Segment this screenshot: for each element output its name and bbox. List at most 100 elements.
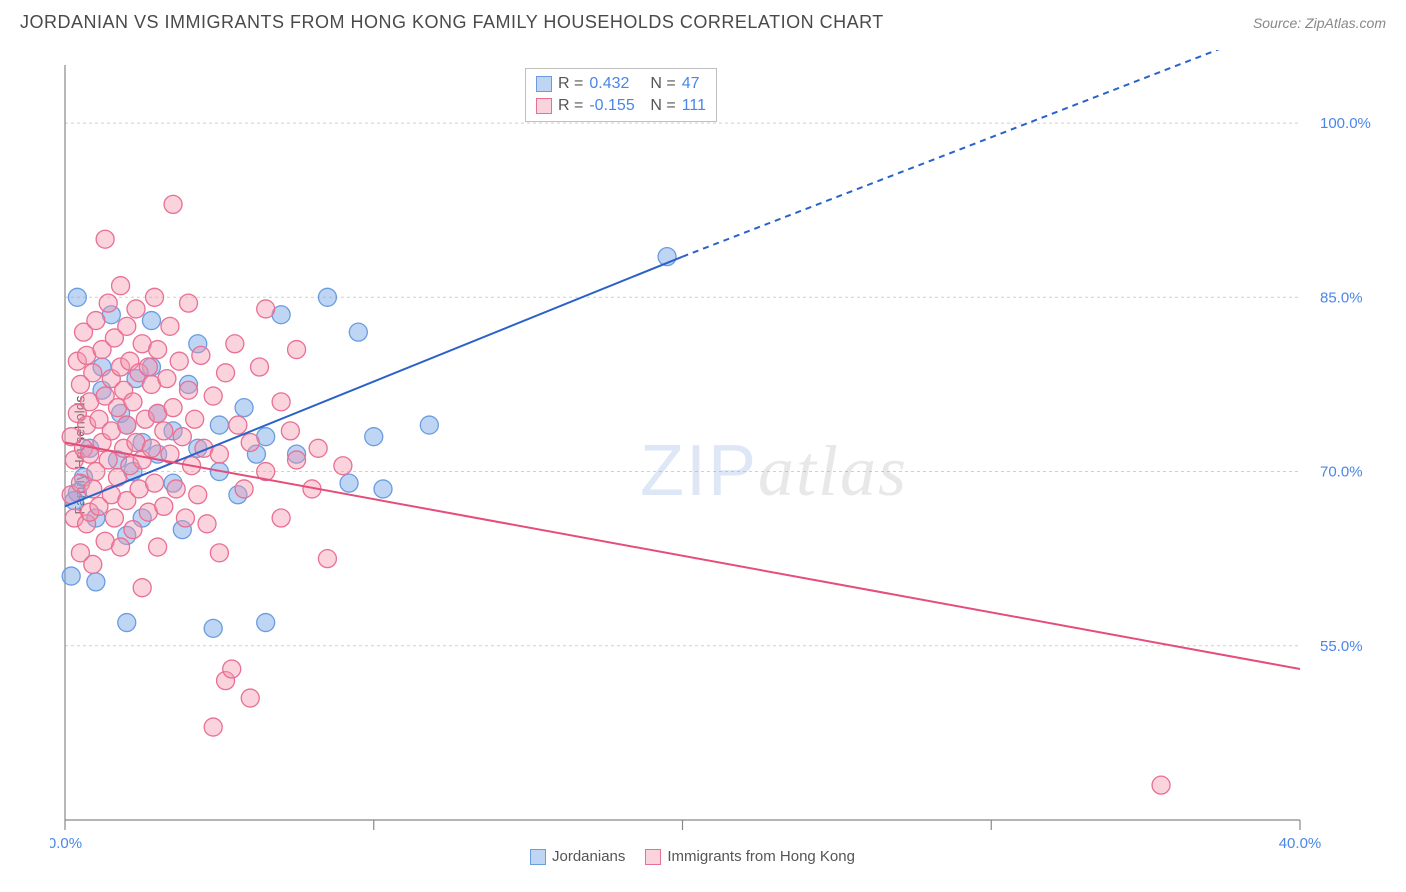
scatter-point — [96, 230, 114, 248]
legend-swatch — [530, 849, 546, 865]
legend-n-value: 47 — [682, 73, 700, 95]
series-legend-item: Immigrants from Hong Kong — [645, 848, 855, 865]
scatter-point — [142, 439, 160, 457]
scatter-point — [68, 288, 86, 306]
scatter-point — [161, 317, 179, 335]
scatter-point — [318, 550, 336, 568]
scatter-point — [170, 352, 188, 370]
scatter-point — [229, 416, 247, 434]
legend-n-label: N = — [650, 73, 675, 95]
scatter-point — [210, 445, 228, 463]
scatter-point — [149, 538, 167, 556]
series-legend-label: Jordanians — [552, 848, 625, 865]
y-tick-label: 85.0% — [1320, 289, 1363, 306]
chart-container: Family Households 100.0%85.0%70.0%55.0%0… — [50, 50, 1390, 860]
scatter-point — [164, 195, 182, 213]
scatter-point — [180, 381, 198, 399]
scatter-point — [164, 399, 182, 417]
scatter-point — [99, 294, 117, 312]
scatter-point — [124, 393, 142, 411]
scatter-point — [149, 341, 167, 359]
legend-swatch — [536, 76, 552, 92]
scatter-point — [349, 323, 367, 341]
source-label: Source: ZipAtlas.com — [1253, 15, 1386, 31]
scatter-point — [235, 399, 253, 417]
legend-swatch — [536, 98, 552, 114]
scatter-point — [142, 312, 160, 330]
scatter-point — [146, 288, 164, 306]
scatter-point — [257, 300, 275, 318]
scatter-point — [84, 555, 102, 573]
y-tick-label: 70.0% — [1320, 464, 1363, 481]
scatter-point — [374, 480, 392, 498]
scatter-point — [204, 619, 222, 637]
series-legend-label: Immigrants from Hong Kong — [667, 848, 855, 865]
trend-line-extrapolated — [683, 50, 1239, 257]
scatter-point — [124, 521, 142, 539]
scatter-point — [146, 474, 164, 492]
scatter-point — [288, 451, 306, 469]
header: JORDANIAN VS IMMIGRANTS FROM HONG KONG F… — [0, 0, 1406, 37]
y-tick-label: 100.0% — [1320, 115, 1371, 132]
scatter-point — [272, 509, 290, 527]
legend-n-value: 111 — [682, 95, 706, 117]
scatter-point — [257, 614, 275, 632]
scatter-point — [318, 288, 336, 306]
scatter-point — [173, 428, 191, 446]
scatter-point — [118, 614, 136, 632]
scatter-point — [158, 370, 176, 388]
scatter-point — [87, 312, 105, 330]
scatter-point — [155, 497, 173, 515]
scatter-point — [241, 689, 259, 707]
scatter-point — [87, 573, 105, 591]
scatter-point — [420, 416, 438, 434]
legend-r-label: R = — [558, 73, 583, 95]
scatter-point — [180, 294, 198, 312]
series-legend-item: Jordanians — [530, 848, 625, 865]
legend-r-value: 0.432 — [589, 73, 644, 95]
legend-swatch — [645, 849, 661, 865]
chart-title: JORDANIAN VS IMMIGRANTS FROM HONG KONG F… — [20, 12, 884, 33]
scatter-point — [139, 358, 157, 376]
scatter-point — [210, 416, 228, 434]
scatter-point — [223, 660, 241, 678]
scatter-point — [340, 474, 358, 492]
scatter-point — [192, 346, 210, 364]
legend-r-label: R = — [558, 95, 583, 117]
scatter-point — [112, 277, 130, 295]
scatter-point — [118, 416, 136, 434]
series-legend: Jordanians Immigrants from Hong Kong — [530, 848, 855, 865]
scatter-point — [62, 567, 80, 585]
scatter-point — [186, 410, 204, 428]
trend-line — [65, 443, 1300, 670]
scatter-point — [241, 434, 259, 452]
scatter-point — [133, 579, 151, 597]
scatter-point — [334, 457, 352, 475]
scatter-point — [99, 451, 117, 469]
x-tick-label: 0.0% — [50, 835, 82, 852]
scatter-point — [167, 480, 185, 498]
scatter-point — [288, 341, 306, 359]
scatter-point — [251, 358, 269, 376]
legend-row: R =-0.155N =111 — [536, 95, 706, 117]
scatter-point — [365, 428, 383, 446]
scatter-point — [176, 509, 194, 527]
scatter-point — [272, 393, 290, 411]
scatter-point — [84, 364, 102, 382]
scatter-point — [226, 335, 244, 353]
scatter-plot: 100.0%85.0%70.0%55.0%0.0%40.0% — [50, 50, 1390, 860]
scatter-point — [112, 538, 130, 556]
scatter-point — [127, 300, 145, 318]
scatter-point — [198, 515, 216, 533]
scatter-point — [118, 317, 136, 335]
scatter-point — [210, 544, 228, 562]
scatter-point — [281, 422, 299, 440]
scatter-point — [204, 387, 222, 405]
legend-row: R = 0.432 N = 47 — [536, 73, 706, 95]
correlation-legend: R = 0.432 N = 47R = -0.155 N = 111 — [525, 68, 717, 122]
scatter-point — [1152, 776, 1170, 794]
scatter-point — [155, 422, 173, 440]
legend-r-value: -0.155 — [589, 95, 644, 117]
scatter-point — [309, 439, 327, 457]
x-tick-label: 40.0% — [1279, 835, 1322, 852]
